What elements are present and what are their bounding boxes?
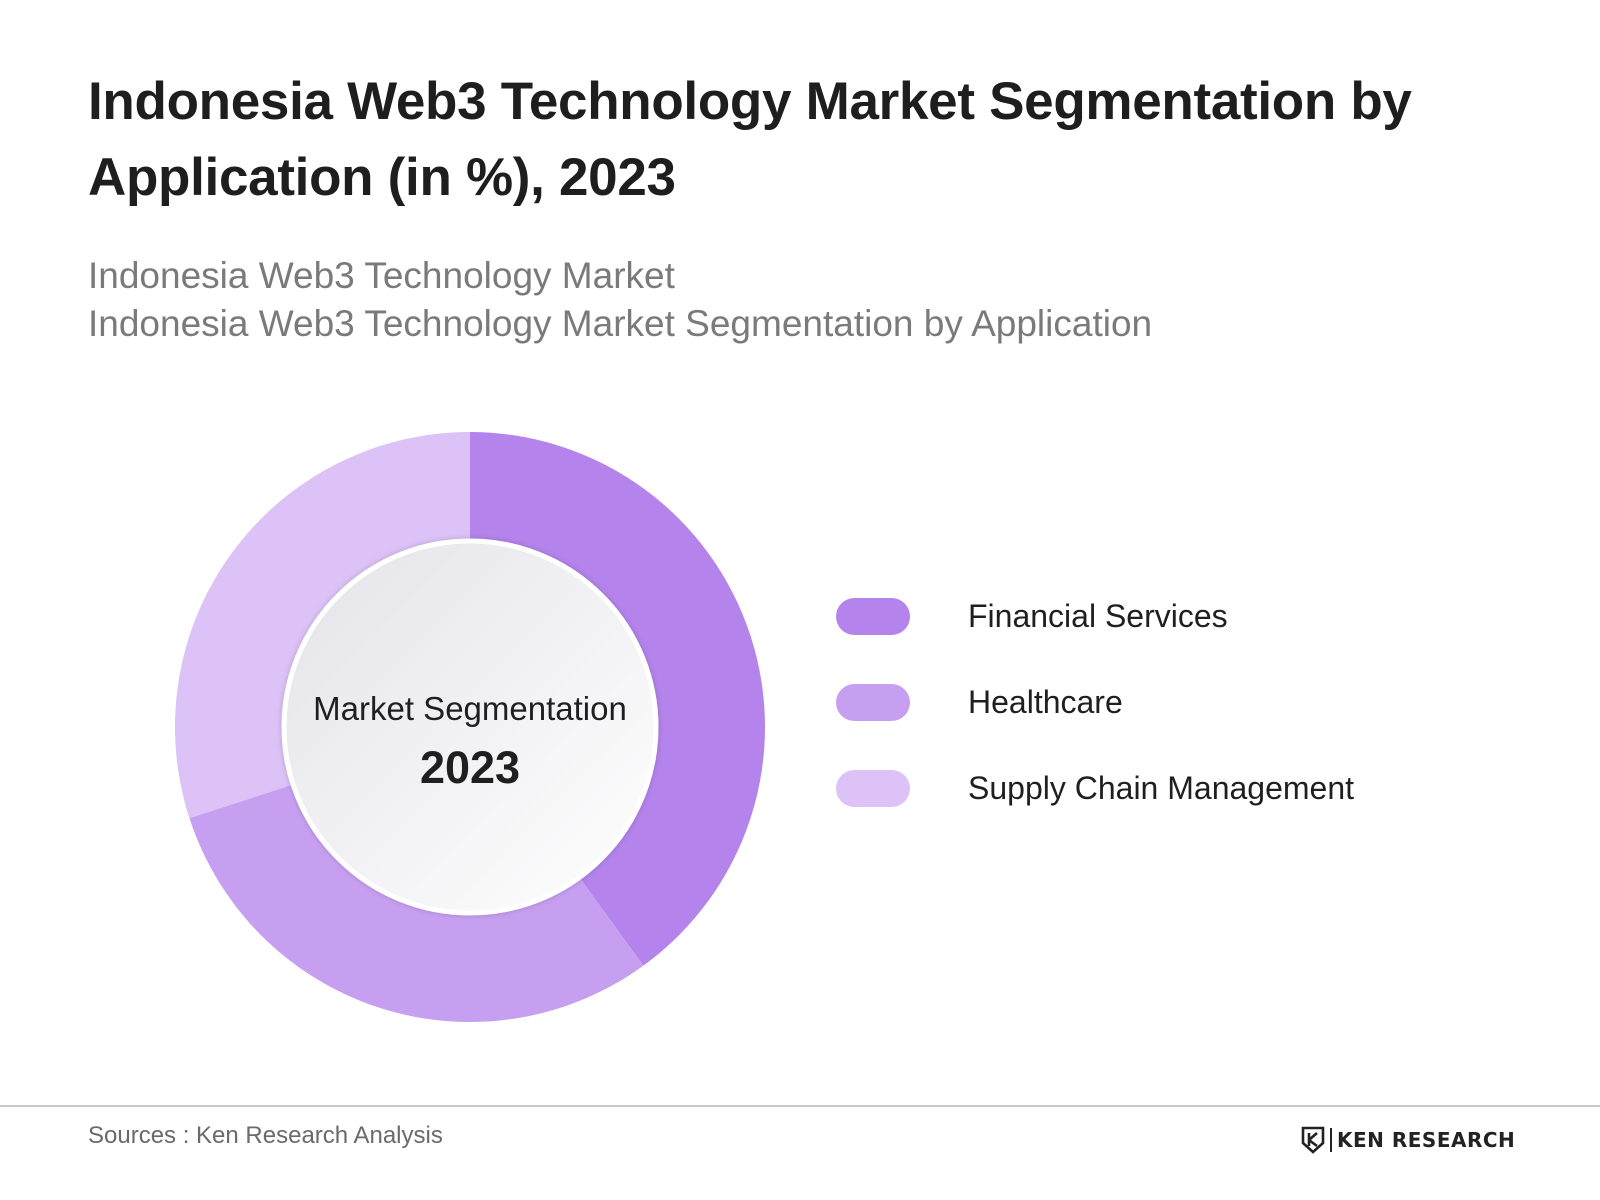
legend-label: Supply Chain Management: [968, 769, 1355, 806]
chart-subtitle: Indonesia Web3 Technology Market Indones…: [88, 252, 1152, 348]
legend-label: Healthcare: [968, 683, 1123, 720]
legend-swatch: [836, 769, 910, 807]
subtitle-line-2: Indonesia Web3 Technology Market Segment…: [88, 303, 1153, 344]
source-note: Sources : Ken Research Analysis: [88, 1122, 443, 1149]
legend-item-healthcare: Healthcare: [836, 683, 1354, 721]
chart-legend: Financial Services Healthcare Supply Cha…: [836, 597, 1354, 855]
logo-text: KEN RESEARCH: [1337, 1128, 1516, 1152]
legend-item-supply-chain-management: Supply Chain Management: [836, 769, 1354, 807]
legend-swatch: [836, 683, 910, 721]
legend-item-financial-services: Financial Services: [836, 597, 1354, 635]
legend-label: Financial Services: [968, 597, 1228, 634]
ken-research-logo: KEN RESEARCH: [1300, 1125, 1515, 1155]
footer-divider: [0, 1105, 1600, 1107]
center-year: 2023: [420, 742, 520, 793]
chart-title: Indonesia Web3 Technology Market Segment…: [88, 72, 1412, 207]
legend-swatch: [836, 597, 910, 635]
center-label: Market Segmentation: [313, 690, 627, 727]
donut-center-hole: [281, 538, 659, 916]
subtitle-line-1: Indonesia Web3 Technology Market: [88, 255, 675, 296]
logo-separator: [1330, 1128, 1332, 1152]
ken-research-logo-icon: [1301, 1126, 1325, 1154]
